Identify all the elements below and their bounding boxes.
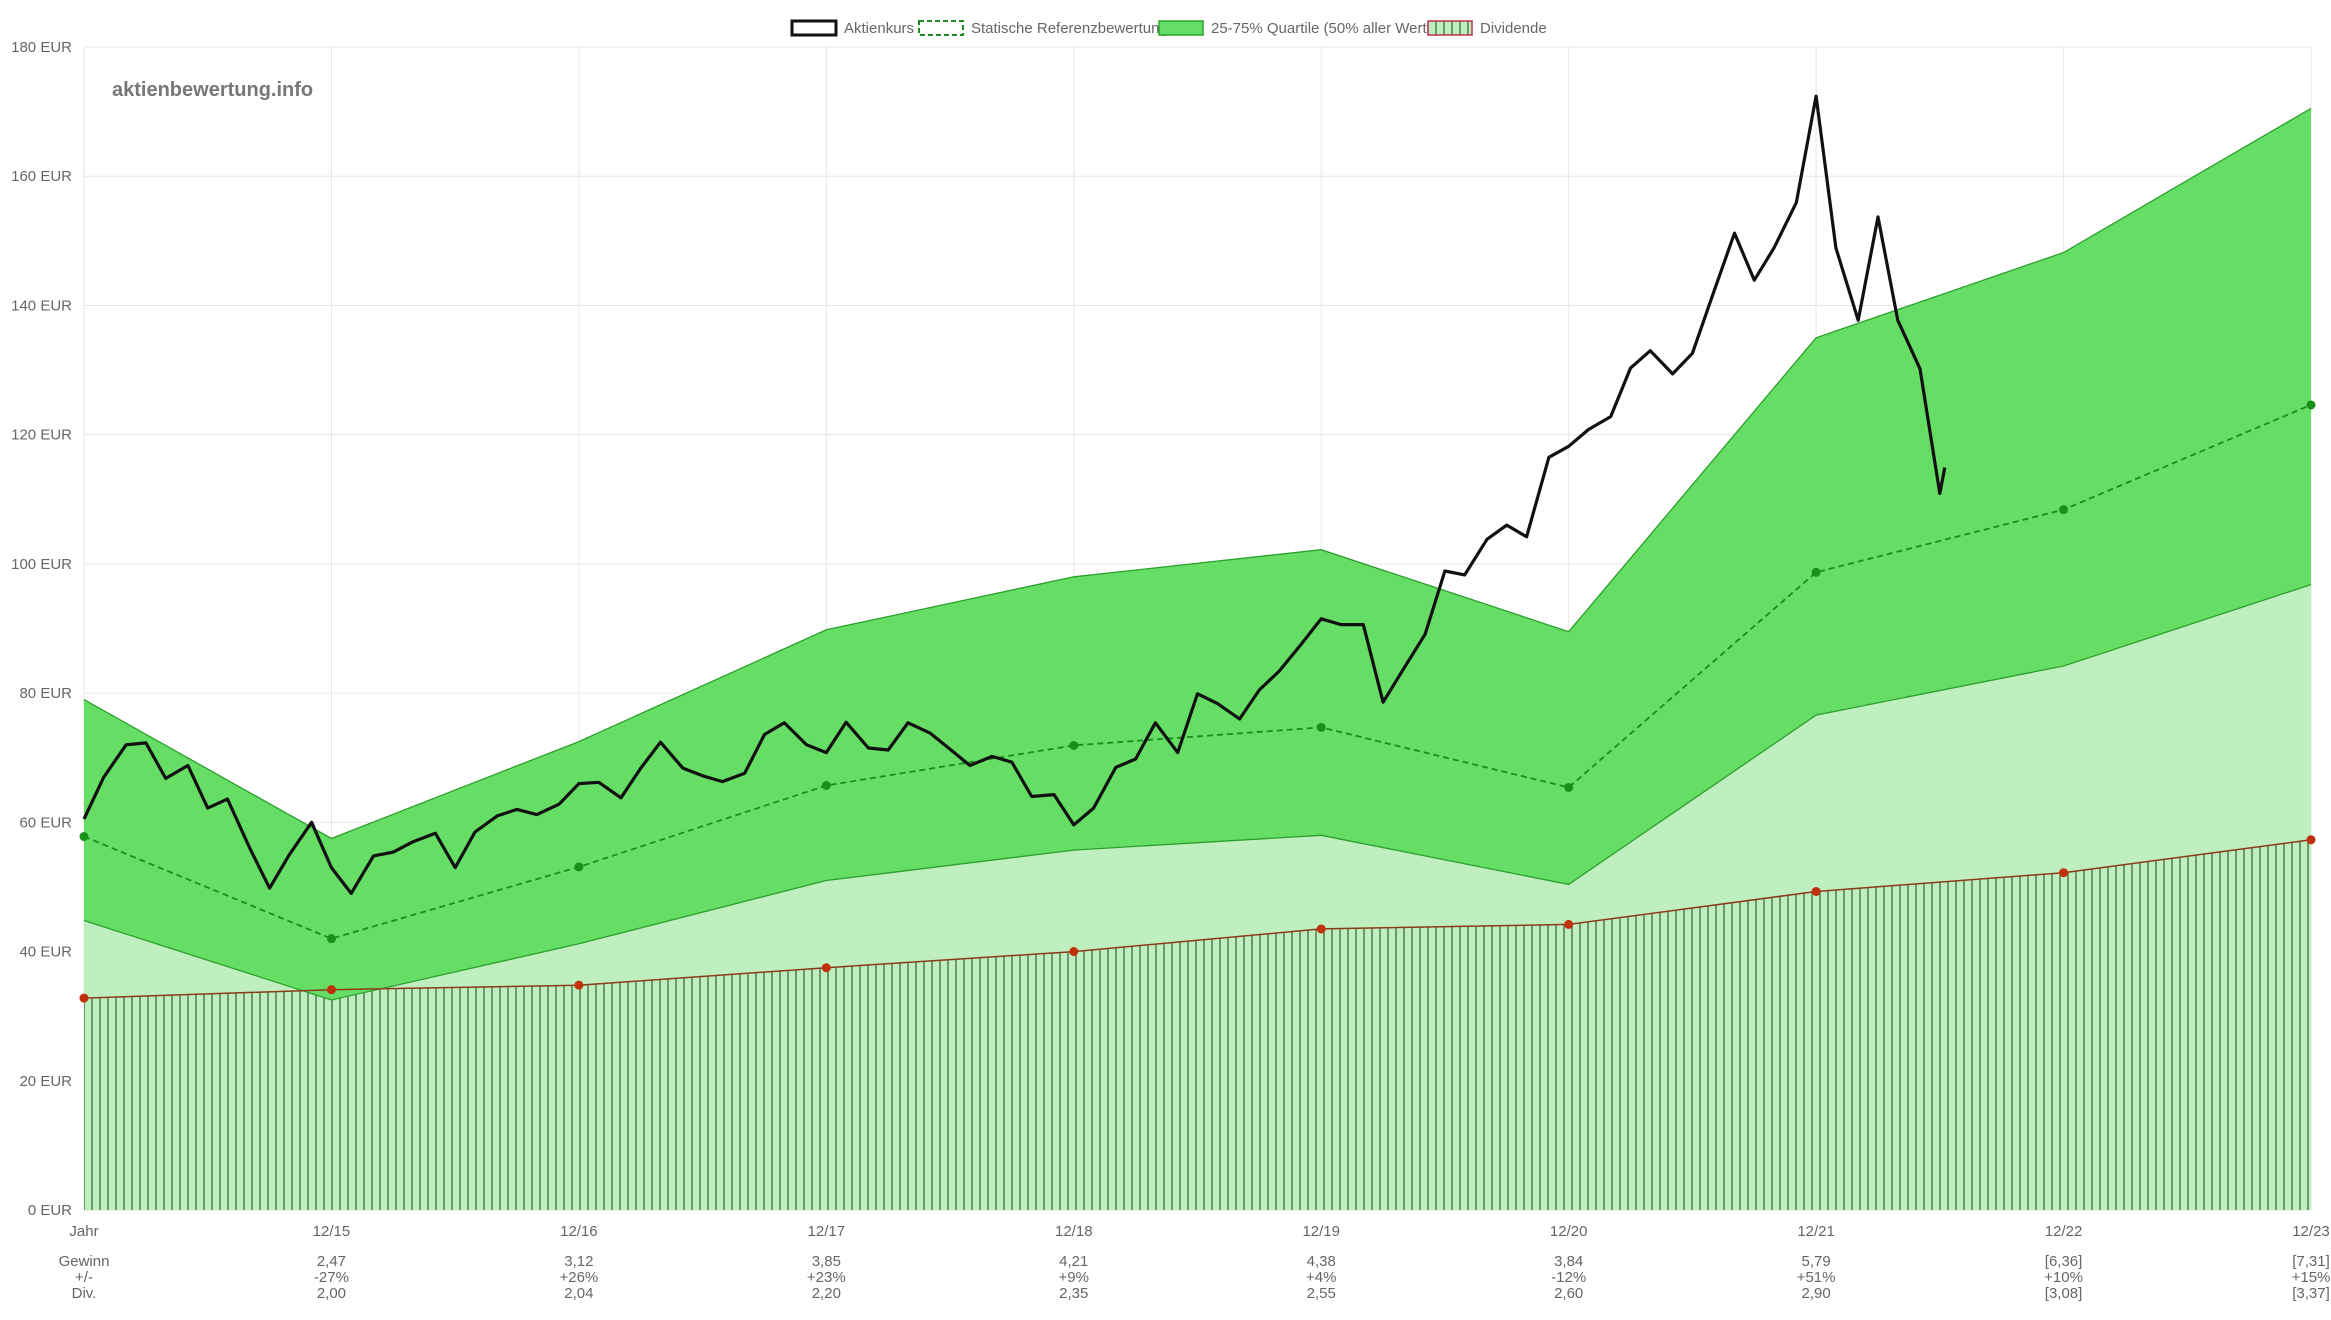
lower-band-area — [84, 584, 2311, 1000]
x-axis-tick-labels: Jahr 12/15 12/16 12/17 12/18 12/19 12/20 12/21 1… — [69, 1223, 2329, 1240]
table-cell-div: 2,20 — [812, 1285, 841, 1302]
table-cell-gewinn: 2,47 — [317, 1253, 346, 1270]
x-tick-label: 12/18 — [1055, 1223, 1093, 1240]
dividend-point — [2306, 835, 2316, 845]
dividend-point — [574, 980, 584, 990]
reference-point — [821, 781, 831, 791]
reference-point — [326, 934, 336, 944]
x-tick-label: 12/16 — [560, 1223, 598, 1240]
table-cell-gewinn: 3,85 — [812, 1253, 841, 1270]
dividend-point — [1316, 924, 1326, 934]
area-layer — [84, 108, 2311, 1210]
table-cell-gewinn: [7,31] — [2292, 1253, 2330, 1270]
x-tick-label: Jahr — [69, 1223, 98, 1240]
legend-label-dividend: Dividende — [1480, 20, 1547, 37]
y-tick-label: 40 EUR — [19, 944, 72, 961]
table-cell-div: 2,04 — [564, 1285, 593, 1302]
x-tick-label: 12/22 — [2045, 1223, 2083, 1240]
x-tick-label: 12/19 — [1302, 1223, 1340, 1240]
x-tick-label: 12/20 — [1550, 1223, 1588, 1240]
y-tick-label: 80 EUR — [19, 685, 72, 702]
reference-point — [1564, 782, 1574, 792]
table-row-label-change: +/- — [75, 1269, 93, 1286]
table-cell-div: 2,90 — [1802, 1285, 1831, 1302]
table-cell-gewinn: 3,12 — [564, 1253, 593, 1270]
legend-swatch-quartile — [1158, 20, 1204, 36]
table-cell-change: +26% — [559, 1269, 598, 1286]
y-tick-label: 140 EUR — [11, 297, 72, 314]
legend-item-reference[interactable]: Statische Referenzbewertung — [918, 20, 1168, 37]
table-cell-change: +51% — [1797, 1269, 1836, 1286]
table-cell-div: 2,60 — [1554, 1285, 1583, 1302]
watermark-logo: aktienbewertung.info — [112, 79, 313, 101]
x-tick-label: 12/15 — [313, 1223, 351, 1240]
legend-label-reference: Statische Referenzbewertung — [971, 20, 1168, 37]
reference-point — [1316, 722, 1326, 732]
legend-swatch-reference — [918, 20, 964, 36]
point-layer — [79, 400, 2316, 1003]
table-cell-gewinn: 5,79 — [1802, 1253, 1831, 1270]
table-cell-gewinn: [6,36] — [2045, 1253, 2083, 1270]
legend-item-dividend[interactable]: Dividende — [1427, 20, 1547, 37]
earnings-table: Gewinn +/- Div. 2,47-27%2,00 3,12+26%2,04… — [59, 1253, 2331, 1302]
dividend-point — [1811, 886, 1821, 896]
table-cell-change: +10% — [2044, 1269, 2083, 1286]
y-tick-label: 60 EUR — [19, 814, 72, 831]
x-tick-label: 12/17 — [808, 1223, 846, 1240]
legend: Aktienkurs Statische Referenzbewertung 2… — [790, 19, 1547, 37]
reference-valuation-line — [83, 404, 2312, 940]
table-cell-div: [3,08] — [2045, 1285, 2083, 1302]
table-cell-change: -27% — [314, 1269, 349, 1286]
legend-swatch-dividend — [1427, 20, 1473, 36]
dividend-point — [1069, 947, 1079, 957]
reference-point — [79, 832, 89, 842]
dividend-line — [83, 839, 2312, 999]
legend-item-price[interactable]: Aktienkurs — [790, 19, 914, 37]
reference-point — [1069, 740, 1079, 750]
dividend-point — [1564, 919, 1574, 929]
stock-price-line — [82, 94, 1947, 895]
legend-label-quartile: 25-75% Quartile (50% aller Werte) — [1211, 20, 1440, 37]
y-tick-label: 180 EUR — [11, 39, 72, 56]
y-tick-label: 0 EUR — [28, 1202, 72, 1219]
table-cell-change: -12% — [1551, 1269, 1586, 1286]
table-cell-div: [3,37] — [2292, 1285, 2330, 1302]
legend-item-quartile[interactable]: 25-75% Quartile (50% aller Werte) — [1158, 20, 1440, 37]
dividend-point — [821, 963, 831, 973]
table-row-label-div: Div. — [72, 1285, 97, 1302]
table-cell-div: 2,35 — [1059, 1285, 1088, 1302]
reference-point — [1811, 567, 1821, 577]
table-cell-gewinn: 4,21 — [1059, 1253, 1088, 1270]
table-cell-div: 2,00 — [317, 1285, 346, 1302]
dividend-area — [84, 839, 2311, 1210]
y-tick-label: 160 EUR — [11, 168, 72, 185]
reference-point — [574, 862, 584, 872]
x-tick-label: 12/21 — [1797, 1223, 1835, 1240]
dividend-point — [79, 993, 89, 1003]
y-tick-label: 100 EUR — [11, 556, 72, 573]
table-cell-div: 2,55 — [1307, 1285, 1336, 1302]
reference-point — [2306, 400, 2316, 410]
reference-point — [2059, 505, 2069, 515]
quartile-75-line — [83, 107, 2312, 840]
table-row-label-gewinn: Gewinn — [59, 1253, 110, 1270]
table-cell-change: +9% — [1059, 1269, 1089, 1286]
dividend-point — [2059, 868, 2069, 878]
y-axis-tick-labels: 0 EUR 20 EUR 40 EUR 60 EUR 80 EUR 100 EUR 120 … — [11, 39, 72, 1219]
dividend-point — [326, 985, 336, 995]
quartile-25-line — [83, 583, 2312, 1001]
legend-label-price: Aktienkurs — [844, 20, 914, 37]
table-cell-gewinn: 4,38 — [1307, 1253, 1336, 1270]
table-cell-change: +15% — [2292, 1269, 2331, 1286]
line-layer — [82, 94, 2312, 1001]
y-tick-label: 20 EUR — [19, 1073, 72, 1090]
x-tick-label: 12/23 — [2292, 1223, 2330, 1240]
legend-swatch-price — [790, 19, 838, 37]
quartile-band-area — [84, 108, 2311, 1001]
y-tick-label: 120 EUR — [11, 427, 72, 444]
table-cell-change: +4% — [1306, 1269, 1336, 1286]
table-cell-change: +23% — [807, 1269, 846, 1286]
table-cell-gewinn: 3,84 — [1554, 1253, 1583, 1270]
